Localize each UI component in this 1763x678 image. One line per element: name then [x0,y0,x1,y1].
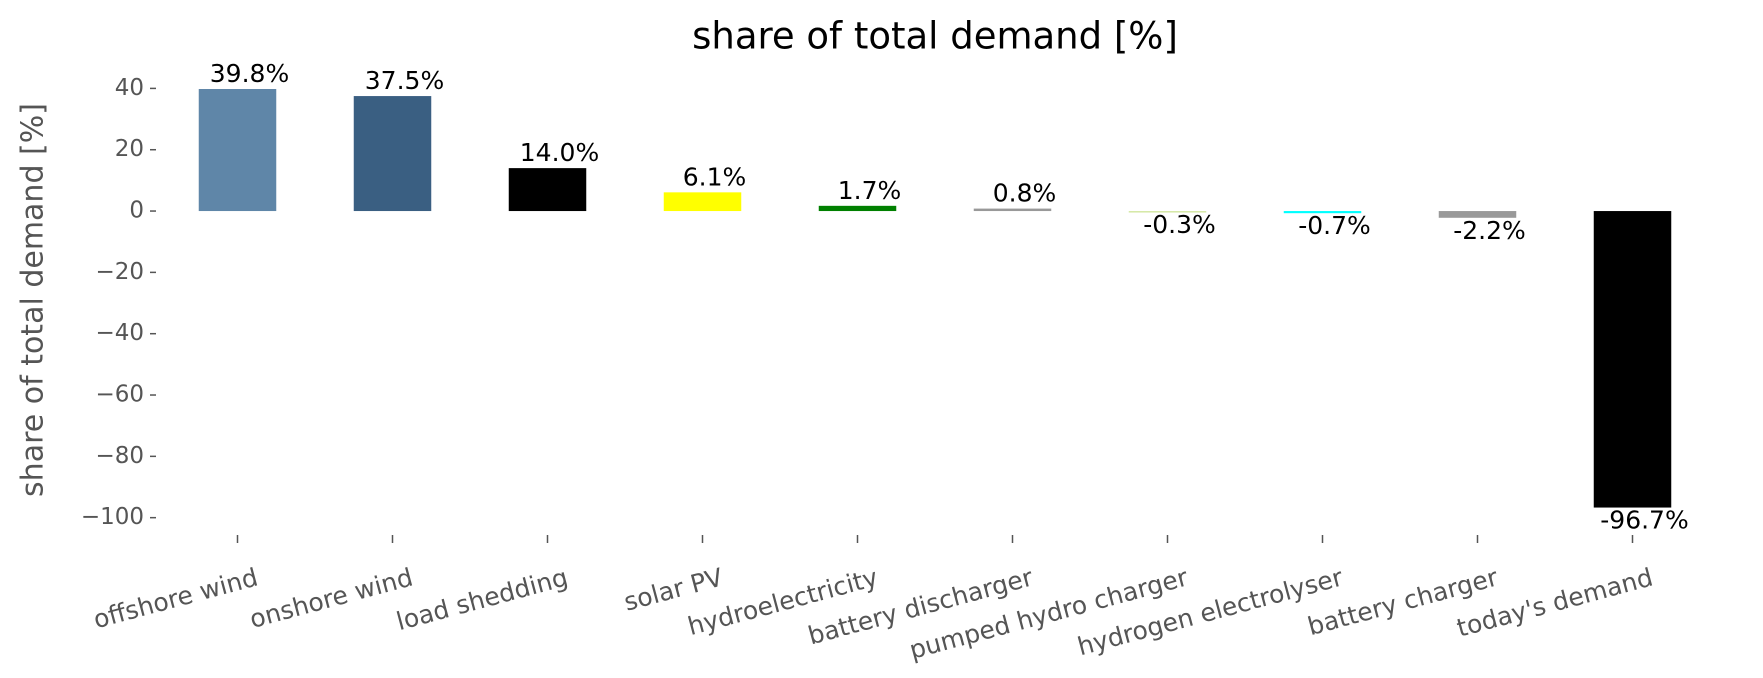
y-tick-label: −20 [95,259,144,285]
bar [973,208,1052,212]
value-label: -0.7% [1298,211,1371,240]
y-tick-label: −80 [95,443,144,469]
value-label: 6.1% [683,162,747,191]
y-axis-label: share of total demand [%] [16,103,51,497]
y-tick-label: 20 [115,136,144,162]
y-tick-label: −100 [81,504,144,530]
value-label: -0.3% [1143,210,1216,239]
value-label: -96.7% [1600,506,1688,535]
value-label: 0.8% [993,179,1057,208]
bar [663,192,742,212]
value-label: 39.8% [210,59,289,88]
chart-title: share of total demand [%] [692,15,1178,58]
bar [1438,211,1517,218]
x-tick-label: load shedding [393,563,571,637]
y-tick-label: −60 [95,382,144,408]
x-tick-label: offshore wind [90,563,261,635]
bar [1128,211,1207,213]
bar [818,205,897,212]
value-label: 37.5% [365,66,444,95]
value-label: 1.7% [838,176,902,205]
y-tick-label: 40 [115,75,144,101]
bar [198,89,277,212]
bar [353,96,432,212]
bar [1593,211,1672,508]
bar [508,168,587,212]
bar [1283,211,1362,214]
y-tick-label: 0 [129,198,144,224]
y-tick-label: −40 [95,320,144,346]
x-tick-label: onshore wind [247,563,416,634]
value-label: -2.2% [1453,216,1526,245]
value-label: 14.0% [520,138,599,167]
